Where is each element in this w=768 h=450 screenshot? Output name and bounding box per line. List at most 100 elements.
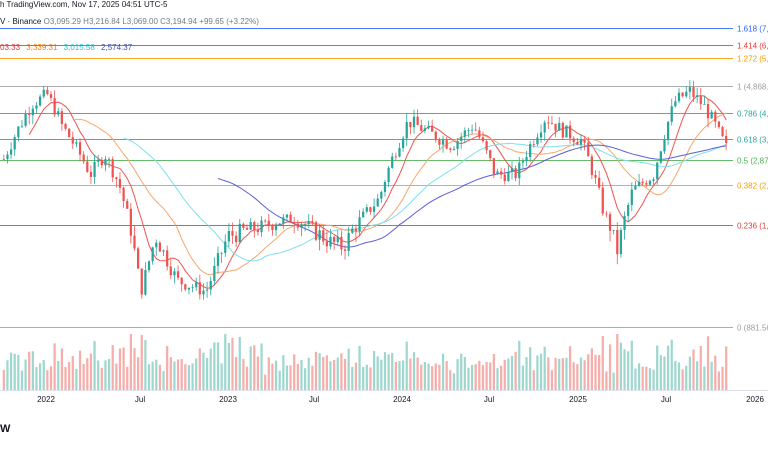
candle-101	[369, 207, 372, 212]
candle-131	[478, 130, 481, 138]
volume-bar-99	[362, 367, 365, 390]
volume-bar-130	[474, 364, 477, 390]
time-axis: 2022 Jul 2023 Jul 2024 Jul 2025 Jul 2026	[37, 395, 764, 404]
x-tick-6: 2025	[569, 395, 587, 404]
volume-bar-105	[383, 352, 387, 390]
candle-80	[293, 222, 296, 224]
candle-145	[529, 144, 532, 158]
volume-bar-174	[634, 368, 637, 390]
volume-bar-42	[155, 359, 158, 390]
ma-value-1: 03.33	[0, 43, 21, 52]
volume-bar-79	[289, 365, 292, 390]
volume-bar-5	[20, 370, 24, 390]
candle-190	[692, 87, 695, 98]
candle-173	[630, 189, 633, 206]
volume-bar-33	[122, 347, 125, 390]
candle-106	[387, 167, 390, 182]
volume-bar-101	[369, 367, 372, 390]
fibonacci-levels: 1.618 (7, 1.414 (6, 1.272 (5, 1 (4,868. 0.78…	[0, 25, 768, 333]
volume-bar-136	[496, 368, 499, 390]
volume-bar-100	[365, 364, 368, 390]
volume-bar-12	[46, 370, 49, 390]
volume-bar-41	[151, 361, 154, 390]
volume-bar-163	[594, 354, 597, 390]
volume-bar-35	[129, 334, 132, 390]
volume-bar-95	[347, 348, 350, 390]
volume-bar-150	[547, 357, 550, 390]
volume-bar-146	[532, 370, 535, 390]
volume-bar-13	[49, 366, 53, 390]
volume-bar-190	[692, 349, 695, 390]
candle-180	[656, 162, 659, 180]
candle-74	[271, 224, 274, 231]
candle-103	[376, 198, 379, 207]
volume-bar-129	[470, 364, 474, 390]
candle-43	[158, 242, 162, 252]
moving-averages	[28, 95, 727, 289]
volume-bar-40	[147, 364, 151, 390]
volume-bar-56	[205, 357, 209, 390]
candle-69	[253, 222, 256, 231]
candle-102	[372, 206, 376, 212]
candle-178	[648, 180, 652, 185]
candle-66	[242, 223, 245, 228]
volume-bar-111	[405, 341, 408, 390]
volume-bar-32	[118, 348, 122, 390]
volume-bar-48	[176, 359, 180, 390]
candle-24	[89, 171, 93, 177]
volume-bar-109	[398, 361, 401, 390]
volume-bar-29	[107, 358, 111, 390]
volume-bar-182	[663, 356, 666, 390]
candle-91	[333, 236, 336, 243]
volume-bar-50	[184, 364, 187, 390]
candle-70	[256, 230, 260, 233]
candle-94	[343, 249, 347, 251]
volume-bar-62	[227, 342, 231, 390]
candle-134	[489, 150, 492, 159]
volume-bar-189	[688, 356, 692, 390]
candle-143	[521, 161, 525, 163]
candle-88	[322, 230, 325, 242]
candle-132	[481, 137, 485, 142]
candle-186	[677, 92, 681, 102]
volume-bar-59	[216, 342, 220, 390]
ma-value-2: 3,339.31	[26, 43, 58, 52]
candle-86	[314, 222, 318, 240]
volume-bar-170	[619, 342, 623, 390]
candle-165	[601, 187, 604, 214]
volume-bar-81	[296, 363, 299, 390]
candle-111	[405, 122, 408, 139]
volume-bar-92	[336, 357, 339, 390]
volume-bar-188	[685, 365, 688, 390]
brand-logo: W	[0, 423, 11, 435]
candle-5	[20, 125, 24, 127]
candle-130	[474, 129, 477, 131]
volume-bar-16	[60, 348, 64, 390]
volume-bar-46	[169, 357, 172, 390]
volume-bar-137	[499, 365, 503, 390]
candle-147	[536, 137, 539, 145]
candle-114	[416, 116, 419, 126]
volume-bar-22	[82, 363, 85, 390]
fib-label-1: 1.414 (6,	[737, 42, 768, 51]
candle-109	[398, 148, 401, 157]
candle-34	[126, 200, 129, 209]
candle-133	[485, 141, 488, 151]
fib-label-2: 1.272 (5,	[737, 55, 768, 64]
chart-header-ohlc: V · Binance O3,095.29 H3,216.84 L3,069.0…	[0, 17, 259, 26]
candle-71	[260, 220, 263, 233]
candle-112	[409, 122, 412, 128]
candle-19	[71, 137, 74, 144]
candle-85	[311, 221, 314, 223]
candle-58	[213, 265, 216, 281]
volume-bar-194	[706, 336, 710, 390]
candle-79	[289, 214, 292, 223]
x-tick-2: 2023	[219, 395, 237, 404]
volume-bar-157	[572, 362, 575, 390]
candle-0	[2, 158, 5, 160]
volume-bar-6	[24, 359, 27, 390]
volume-bar-149	[543, 346, 546, 390]
volume-bar-108	[394, 361, 397, 390]
volume-bar-145	[529, 347, 532, 390]
